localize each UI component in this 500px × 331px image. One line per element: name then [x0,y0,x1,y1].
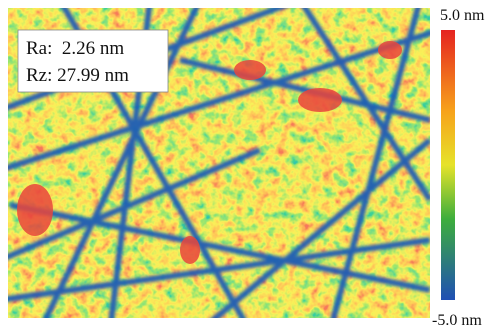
colorbar-min: -5.0 nm [432,312,482,329]
colorbar-max: 5.0 nm [440,7,485,24]
ra-label: Ra: 2.26 nm [26,38,124,59]
afm-figure: Ra: 2.26 nm Rz: 27.99 nm 5.0 nm -5.0 nm [0,0,500,331]
colorbar [441,30,455,300]
figure: Ra: 2.26 nm Rz: 27.99 nm 5.0 nm -5.0 nm [0,0,500,331]
rz-label: Rz: 27.99 nm [26,65,129,86]
